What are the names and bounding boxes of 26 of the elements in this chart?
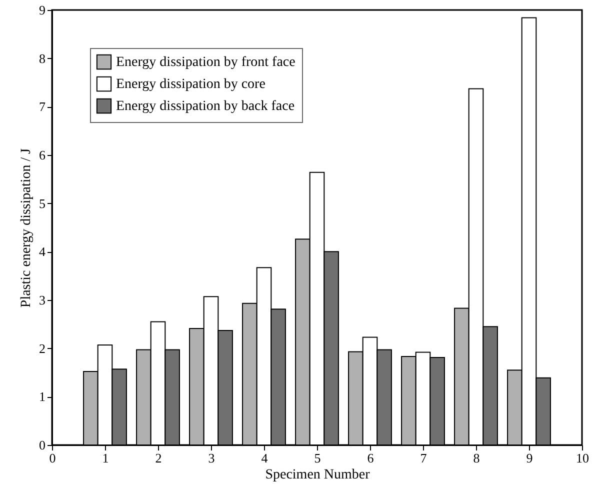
y-tick-label: 8 [39, 50, 46, 66]
x-tick-label: 3 [208, 450, 215, 466]
y-axis-title: Plastic energy dissipation / J [19, 148, 34, 308]
y-tick-label: 2 [39, 340, 46, 356]
x-tick-label: 2 [155, 450, 162, 466]
x-tick-label: 0 [49, 450, 56, 466]
legend-label: Energy dissipation by core [116, 77, 266, 92]
y-tick-label: 3 [39, 292, 46, 308]
x-axis-title: Specimen Number [265, 468, 370, 482]
y-tick-label: 5 [39, 196, 46, 211]
x-tick-label: 6 [367, 450, 374, 466]
y-tick-label: 1 [39, 389, 46, 404]
legend-label: Energy dissipation by back face [116, 99, 295, 114]
x-tick-label: 7 [420, 450, 428, 466]
y-tick-label: 7 [39, 99, 46, 114]
y-tick-label: 9 [39, 2, 46, 18]
x-tick-label: 8 [473, 450, 480, 466]
legend-label: Energy dissipation by front face [116, 55, 296, 70]
x-tick-label: 4 [261, 450, 268, 466]
x-tick-label: 5 [314, 450, 321, 466]
x-tick-label: 9 [526, 450, 533, 466]
y-tick-label: 6 [39, 148, 46, 162]
x-tick-label: 10 [576, 450, 589, 466]
y-tick-label: 4 [39, 244, 46, 260]
y-tick-label: 0 [39, 438, 46, 452]
x-tick-label: 1 [102, 450, 109, 466]
